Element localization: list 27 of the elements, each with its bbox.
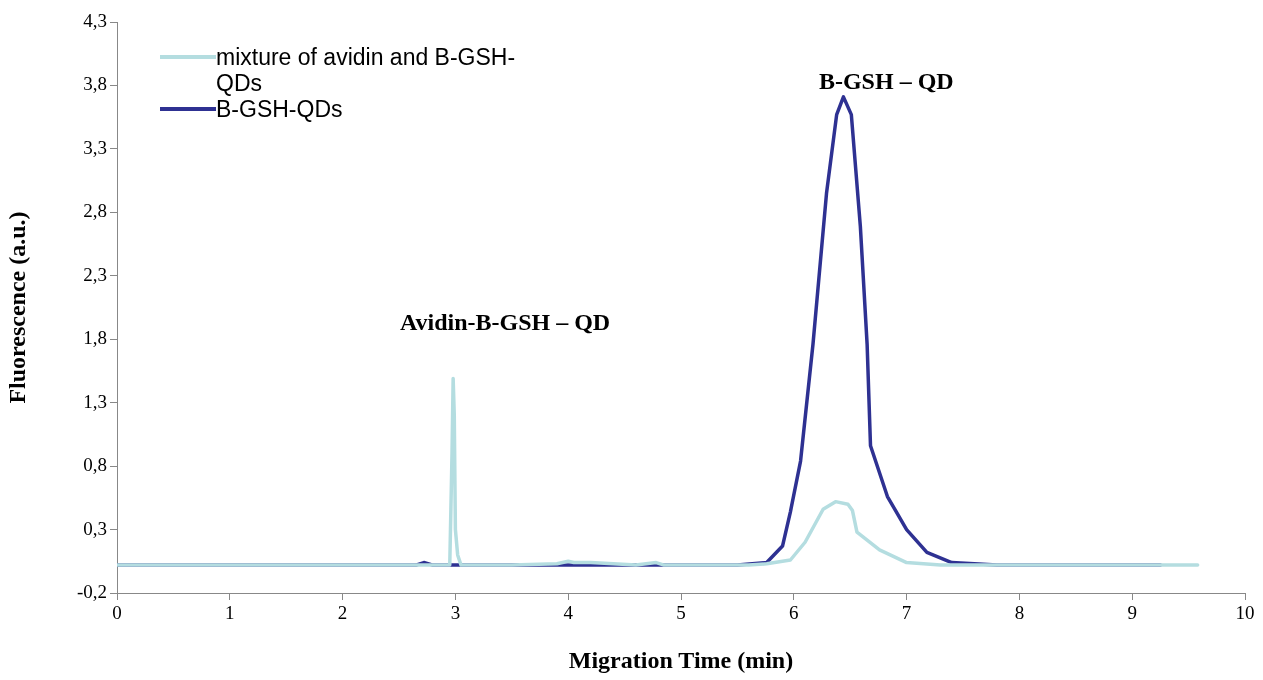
y-axis-title: Fluorescence (a.u.) bbox=[3, 211, 30, 404]
legend-label: B-GSH-QDs bbox=[216, 96, 343, 122]
annotation: Avidin-B-GSH – QD bbox=[399, 308, 611, 335]
y-tick-label: 4,3 bbox=[83, 9, 107, 31]
y-tick-label: -0,2 bbox=[76, 580, 107, 602]
x-axis-title: Migration Time (min) bbox=[568, 646, 794, 673]
y-tick-label: 0,8 bbox=[83, 454, 107, 476]
y-tick-label: 1,8 bbox=[83, 327, 107, 349]
x-tick-label: 0 bbox=[112, 602, 122, 624]
y-tick-label: 3,3 bbox=[83, 136, 107, 158]
legend-label: mixture of avidin and B-GSH-QDs bbox=[216, 44, 517, 96]
y-tick-label: 2,8 bbox=[83, 200, 107, 222]
x-tick-label: 5 bbox=[676, 602, 686, 624]
y-tick-label: 0,3 bbox=[83, 517, 107, 539]
x-tick-label: 10 bbox=[1235, 602, 1255, 624]
x-tick-label: 6 bbox=[789, 602, 799, 624]
x-tick-label: 7 bbox=[901, 602, 912, 624]
x-tick-label: 1 bbox=[225, 602, 235, 624]
annotation: B-GSH – QD bbox=[818, 67, 954, 94]
y-tick-label: 2,3 bbox=[83, 263, 107, 285]
y-tick-label: 3,8 bbox=[83, 73, 107, 95]
x-tick-label: 8 bbox=[1014, 602, 1025, 624]
x-tick-label: 9 bbox=[1127, 602, 1137, 624]
x-tick-label: 4 bbox=[563, 602, 574, 624]
y-tick-label: 1,3 bbox=[83, 390, 107, 412]
x-tick-label: 3 bbox=[450, 602, 461, 624]
x-tick-label: 2 bbox=[337, 602, 348, 624]
